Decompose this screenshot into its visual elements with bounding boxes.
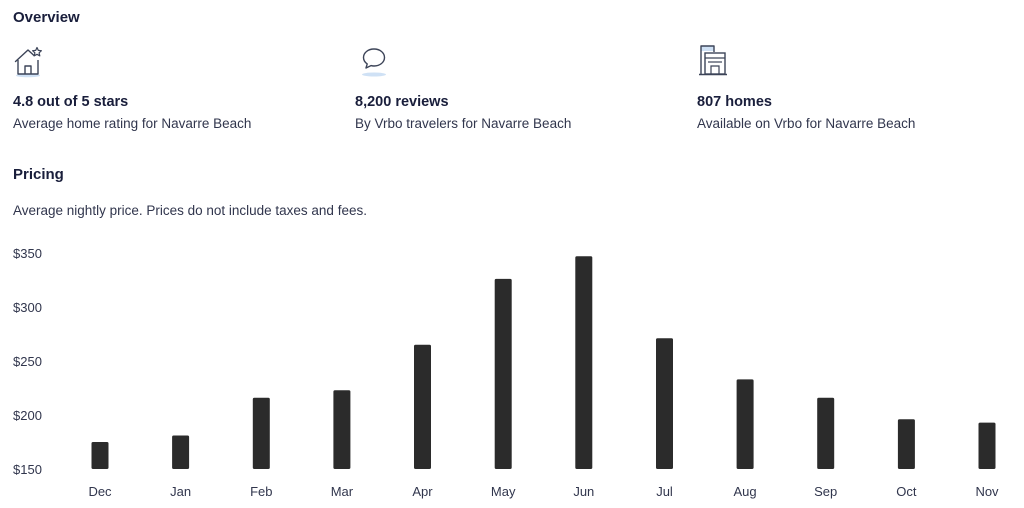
pricing-title: Pricing [13, 166, 64, 183]
x-tick-label: Oct [896, 484, 917, 499]
bar-nov[interactable] [978, 422, 996, 469]
x-tick-label: Jun [573, 484, 594, 499]
y-tick-label: $150 [13, 462, 42, 477]
bar-oct[interactable] [897, 419, 915, 469]
x-tick-label: Sep [814, 484, 837, 499]
house-star-icon [14, 46, 42, 78]
bar-may[interactable] [494, 278, 512, 469]
bar-jul[interactable] [656, 338, 673, 469]
x-tick-label: Jul [656, 484, 673, 499]
bar-jan[interactable] [172, 435, 190, 470]
stat-value: 4.8 out of 5 stars [13, 94, 129, 110]
x-tick-label: Nov [975, 484, 999, 499]
x-tick-label: Feb [250, 484, 272, 499]
y-tick-label: $250 [13, 354, 42, 369]
x-tick-label: Apr [412, 484, 433, 499]
bar-feb[interactable] [252, 397, 270, 469]
x-tick-label: Dec [88, 484, 112, 499]
stat-homes: 807 homes Available on Vrbo for Navarre … [697, 44, 1017, 132]
x-tick-label: May [491, 484, 516, 499]
y-tick-label: $300 [13, 300, 42, 315]
building-icon [699, 45, 727, 76]
overview-title: Overview [13, 9, 80, 26]
stat-description: By Vrbo travelers for Navarre Beach [355, 116, 572, 131]
bar-sep[interactable] [817, 397, 835, 469]
speech-bubble-icon [362, 48, 386, 77]
y-tick-label: $200 [13, 408, 42, 423]
bar-aug[interactable] [736, 379, 754, 469]
x-tick-label: Aug [734, 484, 757, 499]
stat-value: 8,200 reviews [355, 94, 449, 110]
stat-reviews: 8,200 reviews By Vrbo travelers for Nava… [355, 44, 675, 132]
stat-description: Average home rating for Navarre Beach [13, 116, 252, 131]
stat-value: 807 homes [697, 94, 772, 110]
bar-jun[interactable] [575, 256, 593, 469]
bar-mar[interactable] [333, 390, 351, 469]
stat-description: Available on Vrbo for Navarre Beach [697, 116, 916, 131]
y-tick-label: $350 [13, 246, 42, 261]
x-tick-label: Jan [170, 484, 191, 499]
pricing-subtitle: Average nightly price. Prices do not inc… [13, 203, 367, 218]
x-tick-label: Mar [331, 484, 354, 499]
stat-rating: 4.8 out of 5 stars Average home rating f… [13, 44, 333, 132]
bar-dec[interactable] [91, 442, 109, 469]
bar-apr[interactable] [414, 344, 431, 469]
